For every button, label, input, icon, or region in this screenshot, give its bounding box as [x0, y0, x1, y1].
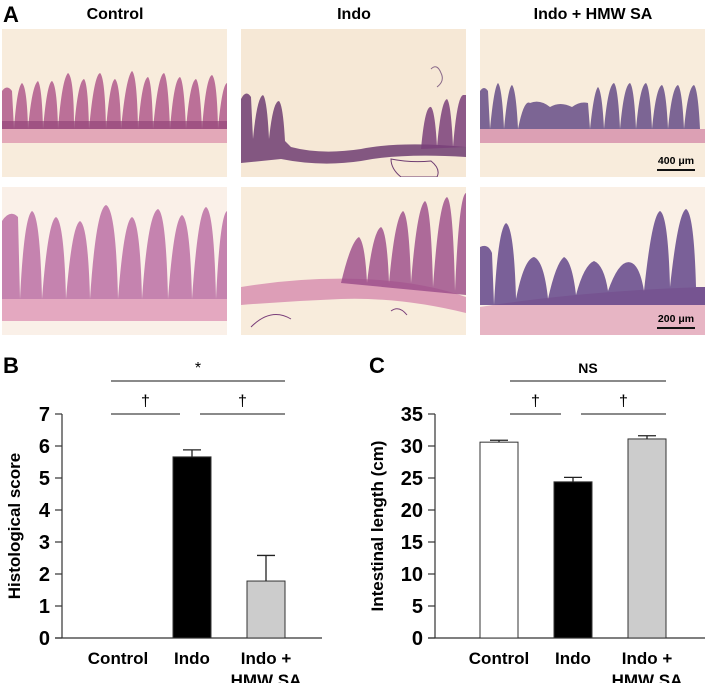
y-tick-label: 20 [401, 500, 423, 522]
significance-label: † [619, 393, 628, 410]
column-title-indo: Indo [337, 6, 371, 23]
y-tick-label: 6 [39, 436, 50, 458]
y-axis-label: Intestinal length (cm) [368, 441, 387, 612]
y-tick-label: 25 [401, 468, 423, 490]
y-tick-label: 7 [39, 404, 50, 426]
y-tick-label: 0 [39, 628, 50, 650]
y-tick-label: 10 [401, 564, 423, 586]
scalebar-200um: 200 μm [657, 313, 695, 329]
scalebar-200um-label: 200 μm [657, 313, 695, 325]
micrograph-indo-hmw-sa-low-mag: 400 μm [480, 29, 705, 177]
chart-intestinal-length: 0 5 10 15 20 25 30 35 Intestinal length (cm) Cont… [368, 360, 705, 683]
significance-label: NS [578, 360, 597, 376]
scalebar-400um-line [657, 169, 695, 171]
y-tick-label: 2 [39, 564, 50, 586]
y-tick-label: 0 [412, 628, 423, 650]
scalebar-400um-label: 400 μm [657, 155, 695, 167]
y-tick-label: 4 [39, 500, 51, 522]
panel-c-letter: C [369, 353, 385, 378]
y-tick-label: 1 [39, 596, 50, 618]
x-tick-label: Control [88, 649, 148, 668]
panel-a-letter: A [3, 2, 19, 27]
micrograph-indo-high-mag [241, 187, 466, 335]
chart-histological-score: 0 1 2 3 4 5 6 7 Histological score Control Indo Ind… [5, 360, 322, 683]
column-title-control: Control [86, 6, 144, 23]
y-tick-label: 5 [412, 596, 423, 618]
x-tick-label: Control [469, 649, 529, 668]
bar [172, 456, 212, 639]
x-tick-label: Indo + [241, 649, 292, 668]
x-tick-label: Indo [555, 649, 591, 668]
x-tick-label: Indo [174, 649, 210, 668]
significance-label: * [195, 360, 201, 377]
significance-label: † [141, 393, 150, 410]
y-tick-label: 5 [39, 468, 50, 490]
scalebar-200um-line [657, 327, 695, 329]
x-tick-label: HMW SA [231, 671, 302, 683]
micrograph-control-low-mag [2, 29, 227, 177]
y-tick-label: 15 [401, 532, 423, 554]
scalebar-400um: 400 μm [657, 155, 695, 171]
significance-label: † [238, 393, 247, 410]
panel-b-letter: B [3, 353, 19, 378]
bar [479, 441, 519, 639]
y-tick-label: 35 [401, 404, 423, 426]
significance-label: † [531, 393, 540, 410]
y-axis-label: Histological score [5, 453, 24, 599]
micrograph-indo-hmw-sa-high-mag: 200 μm [480, 187, 705, 335]
micrograph-indo-low-mag [241, 29, 466, 177]
y-tick-label: 3 [39, 532, 50, 554]
column-title-indo-hmw-sa: Indo + HMW SA [533, 6, 653, 23]
bar [246, 580, 286, 639]
x-tick-label: Indo + [622, 649, 673, 668]
y-tick-label: 30 [401, 436, 423, 458]
micrograph-control-high-mag [2, 187, 227, 335]
bar [553, 481, 593, 639]
bar [627, 438, 667, 639]
x-tick-label: HMW SA [612, 671, 683, 683]
